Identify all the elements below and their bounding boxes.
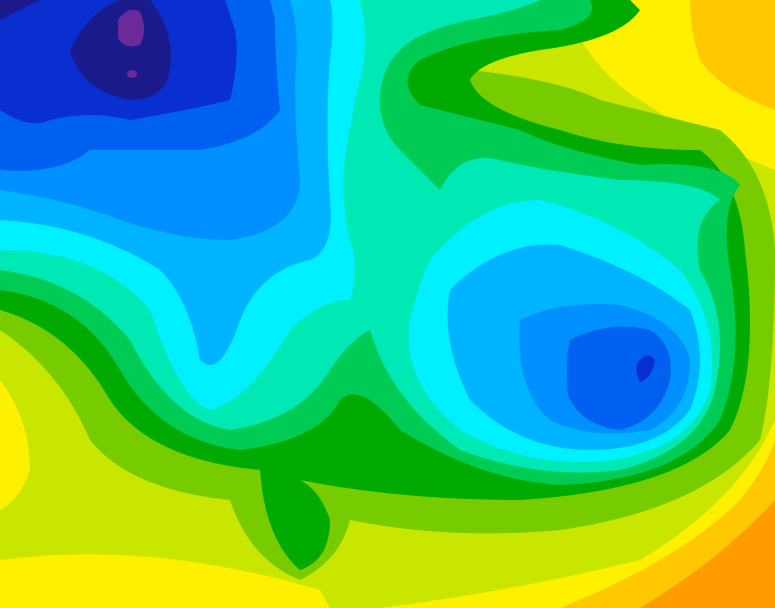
band-yellow-left bbox=[0, 380, 30, 510]
band-purple-small bbox=[127, 70, 137, 78]
band-purple bbox=[118, 9, 144, 47]
band-navy bbox=[70, 0, 171, 100]
band-dark-blue-east bbox=[636, 355, 655, 382]
band-navy-nw bbox=[0, 0, 40, 20]
band-gold-topright bbox=[690, 0, 775, 110]
band-yellow-bottom bbox=[0, 554, 330, 608]
band-orange-bottomright bbox=[640, 500, 775, 608]
band-blue-east bbox=[566, 326, 671, 430]
